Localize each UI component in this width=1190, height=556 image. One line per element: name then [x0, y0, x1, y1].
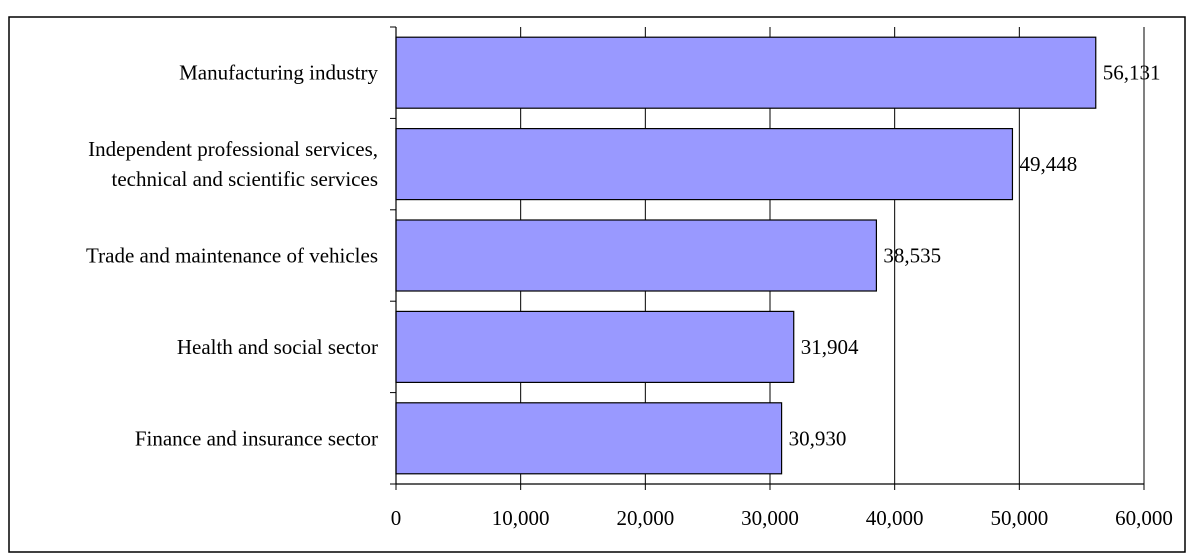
x-tick-label: 60,000	[1115, 506, 1173, 530]
bar	[395, 128, 1014, 201]
data-label: 49,448	[1019, 152, 1077, 176]
x-tick-label: 20,000	[616, 506, 674, 530]
plot-frame	[8, 16, 1186, 553]
category-label: Finance and insurance sector	[135, 426, 378, 450]
x-tick-label: 50,000	[990, 506, 1048, 530]
category-label: Manufacturing industry	[179, 61, 378, 85]
data-label: 30,930	[789, 426, 847, 450]
x-tick-label: 0	[391, 506, 402, 530]
x-tick-label: 30,000	[741, 506, 799, 530]
x-tick-label: 10,000	[492, 506, 550, 530]
bar	[395, 402, 783, 475]
category-label: Independent professional services, techni…	[88, 137, 378, 191]
bar	[395, 36, 1097, 109]
bar	[395, 310, 795, 383]
category-label: Trade and maintenance of vehicles	[86, 244, 378, 268]
category-label: Health and social sector	[177, 335, 378, 359]
data-label: 56,131	[1103, 61, 1161, 85]
x-tick-label: 40,000	[866, 506, 924, 530]
data-label: 31,904	[801, 335, 859, 359]
data-label: 38,535	[883, 244, 941, 268]
bar	[395, 219, 878, 292]
